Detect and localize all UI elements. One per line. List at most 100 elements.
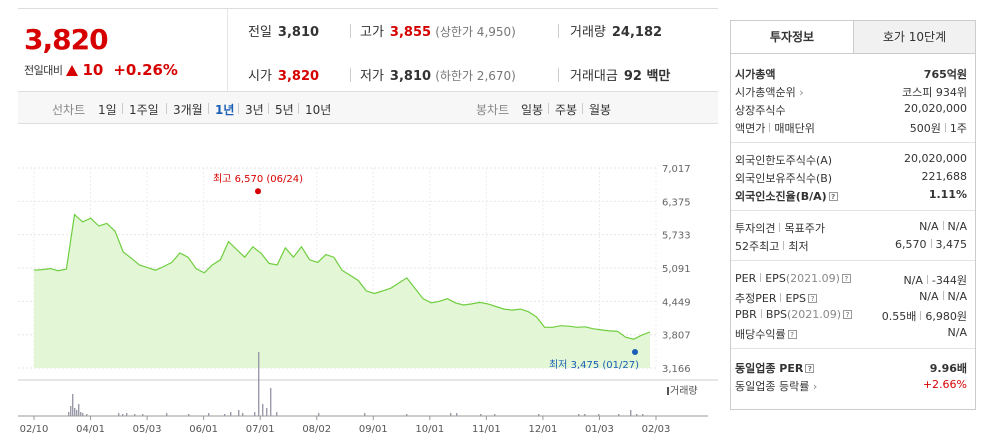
per-eps-row: PER EPS(2021.09)? N/A -344원 (735, 272, 967, 288)
arrow-right-icon: › (812, 380, 818, 393)
x-tick-label: 04/01 (76, 424, 105, 435)
volume-bar (276, 412, 278, 416)
volume-bar (68, 412, 70, 416)
dividend-row: 배당수익률? N/A (735, 326, 967, 342)
volume-bar (82, 413, 84, 416)
trade-unit-value: 1주 (949, 122, 967, 135)
est-eps-label: EPS (785, 292, 807, 305)
volume-bar (262, 404, 264, 416)
listed-shares-label: 상장주식수 (735, 104, 786, 117)
x-tick-label: 09/01 (359, 424, 388, 435)
high52-label: 52주최고 (735, 240, 780, 253)
period-5y[interactable]: 5년 (275, 103, 294, 117)
candle-monthly[interactable]: 월봉 (589, 103, 612, 117)
help-icon[interactable]: ? (808, 294, 818, 303)
opinion-value: N/A (919, 220, 939, 233)
divider (268, 103, 269, 114)
investment-info: 시가총액 765억원 시가총액순위 › 코스피 934위 상장주식수 20,02… (730, 54, 976, 410)
high-label: 고가 (360, 25, 384, 40)
help-icon[interactable]: ? (843, 310, 853, 319)
diff-label: 전일대비 (24, 64, 63, 77)
divider (298, 103, 299, 114)
info-panel: 투자정보 호가 10단계 시가총액 765억원 시가총액순위 › 코스피 934… (730, 20, 976, 410)
foreign-hold-value: 221,688 (921, 170, 968, 183)
volume-bars (68, 352, 644, 416)
divider (350, 24, 351, 38)
volume-bar (70, 406, 72, 416)
volume-bar (122, 414, 124, 416)
volume-bar (318, 413, 320, 416)
bps-value: 6,980원 (925, 310, 967, 323)
candle-daily[interactable]: 일봉 (521, 103, 544, 117)
sector-per-label: 동일업종 PER (735, 362, 804, 375)
amount-label: 거래대금 (570, 69, 618, 84)
market-cap-rank-label[interactable]: 시가총액순위 › (735, 84, 804, 100)
period-3y[interactable]: 3년 (245, 103, 264, 117)
current-price-box: 3,820 전일대비 10 +0.26% (18, 9, 228, 93)
listed-shares-value: 20,020,000 (904, 102, 967, 115)
divider (238, 103, 239, 114)
x-tick-label: 07/01 (246, 424, 275, 435)
volume-bar (80, 412, 82, 416)
market-cap-row: 시가총액 765억원 (735, 66, 967, 82)
sector-rate-label[interactable]: 동일업종 등락률 › (735, 378, 817, 394)
help-icon[interactable]: ? (828, 192, 838, 201)
period-1d[interactable]: 1일 (98, 103, 117, 117)
par-label: 액면가 (735, 122, 766, 135)
high-value: 3,855 (389, 25, 432, 40)
52week-row: 52주최고 최저 6,570 3,475 (735, 238, 967, 254)
divider (731, 260, 975, 261)
prev-close-label: 전일 (248, 25, 272, 40)
volume: 거래량 24,182 (570, 21, 662, 40)
listed-shares-row: 상장주식수 20,020,000 (735, 102, 967, 118)
x-tick-label: 01/03 (585, 424, 614, 435)
low-annotation: 최저 3,475 (01/27) (549, 359, 639, 371)
bps-label: BPS (765, 308, 787, 321)
volume-bar (636, 414, 638, 416)
est-per-value: N/A (919, 290, 939, 303)
volume-bar (230, 412, 232, 416)
volume-bar (118, 413, 120, 416)
y-tick-label: 5,091 (662, 264, 691, 275)
volume-bar (406, 414, 408, 416)
y-tick-label: 3,807 (662, 331, 691, 342)
sector-per-value: 9.96배 (929, 362, 967, 375)
foreign-hold-row: 외국인보유주식수(B) 221,688 (735, 170, 967, 186)
tab-invest-info[interactable]: 투자정보 (731, 21, 853, 53)
price-chart: 7,017 6,375 5,733 5,091 4,449 3,807 3,166 최고 6… (18, 164, 718, 435)
y-axis-ticks: 7,017 6,375 5,733 5,091 4,449 3,807 3,166 (662, 164, 691, 375)
y-tick-label: 6,375 (662, 197, 691, 208)
period-1w[interactable]: 1주일 (129, 103, 159, 117)
lower-limit: (하한가 2,670) (435, 69, 516, 83)
candle-weekly[interactable]: 주봉 (555, 103, 578, 117)
chart-toolbar: 선차트 1일 1주일 3개월 1년 3년 5년 10년 봉차트 일봉 주봉 월봉 (18, 92, 718, 124)
period-3m[interactable]: 3개월 (173, 103, 203, 117)
est-eps-value: N/A (947, 290, 967, 303)
period-10y[interactable]: 10년 (305, 103, 332, 117)
prev-close-value: 3,810 (277, 25, 320, 40)
per-label: PER (735, 272, 757, 285)
current-price: 3,820 (24, 23, 109, 56)
help-icon[interactable]: ? (841, 274, 851, 283)
divider (166, 103, 167, 114)
divider (350, 68, 351, 82)
volume-bar (642, 414, 644, 416)
tab-order-book[interactable]: 호가 10단계 (853, 21, 975, 53)
x-tick-label: 05/03 (133, 424, 162, 435)
help-icon[interactable]: ? (805, 364, 815, 373)
volume-axis-label: 거래량 (670, 385, 698, 397)
open-label: 시가 (248, 69, 272, 84)
x-tick-label: 02/10 (20, 424, 49, 435)
sector-per-row: 동일업종 PER? 9.96배 (735, 360, 967, 376)
dividend-value: N/A (947, 326, 967, 339)
volume-bar (76, 410, 78, 416)
help-icon[interactable]: ? (787, 330, 797, 339)
volume-bar (618, 414, 620, 416)
x-tick-label: 08/02 (302, 424, 331, 435)
volume-bar (224, 414, 226, 416)
volume-bar (538, 414, 540, 416)
price-change: 전일대비 10 +0.26% (24, 61, 178, 79)
prev-close: 전일 3,810 (248, 21, 319, 40)
period-1y[interactable]: 1년 (215, 103, 235, 117)
volume-bar (598, 414, 600, 416)
